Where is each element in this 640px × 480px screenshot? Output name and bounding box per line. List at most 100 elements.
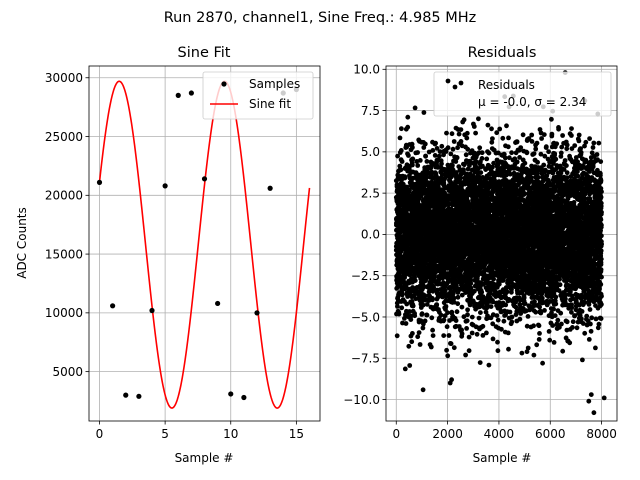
residual-point [429,169,435,175]
residual-point [397,135,403,141]
residual-point [444,347,449,353]
residual-point [505,330,511,336]
residual-point [509,314,515,320]
residual-point [474,331,480,337]
residual-point [412,313,418,319]
residual-point [431,275,437,281]
residual-point [417,158,423,163]
residual-point [424,312,430,318]
residual-point [491,276,496,282]
residual-point [398,167,404,173]
residual-point [458,175,464,181]
residual-point [453,318,459,323]
sample-point [162,183,168,189]
residual-point [448,341,454,347]
residual-point [503,302,509,308]
residual-point [445,310,450,316]
residual-point [464,135,470,141]
sample-point [149,307,155,314]
sample-point [215,300,221,307]
residual-point [445,353,451,359]
residual-point [451,295,457,301]
residual-point [415,334,421,340]
residual-point [484,156,490,162]
residual-point [395,304,400,309]
residual-point [431,285,436,290]
residual-point [490,136,495,142]
residual-point [465,312,470,318]
residual-point [450,163,455,168]
sample-point [228,391,234,397]
residual-point [444,324,450,330]
residual-point [445,145,451,151]
residual-point [446,333,452,338]
residuals-chart: Residuals 0 2000 4000 6000 8000 −10.0−7.5−5.… [343,45,618,465]
sine-fit-line [98,80,311,409]
residual-point [394,333,400,339]
residual-point [434,302,440,307]
residual-point [430,327,435,333]
residual-point [397,163,403,169]
residual-point [509,150,514,156]
residual-point [402,174,408,180]
sine-fit-curve [98,80,311,409]
legend-samples-marker [221,81,227,87]
residual-point [420,302,426,308]
residual-point [504,289,510,295]
residual-point [415,150,420,155]
residual-point [454,155,460,161]
residual-point [442,288,448,293]
residual-point [402,366,408,372]
residual-point [434,146,440,151]
residual-point [403,321,409,326]
residual-point [408,313,414,319]
residual-point [465,307,470,313]
residual-point [455,301,461,307]
residual-point [419,311,425,317]
residual-point [451,345,457,351]
x-tick-label: 5 [161,427,169,441]
residual-point [410,331,415,336]
residual-point [467,302,473,308]
residual-point [441,317,447,323]
residual-point [420,387,426,393]
residual-point [410,303,416,309]
residual-point [404,301,410,307]
residual-point [477,145,483,151]
residual-point [399,305,405,311]
residual-point [469,330,475,336]
residual-point [490,336,496,342]
sine-fit-chart: Sine Fit 0 5 10 15 500010000150002000025000… [15,45,321,465]
residual-point [433,140,438,146]
sample-point [188,90,194,96]
y-tick-label: 25000 [45,130,83,144]
residual-point [480,323,486,329]
residual-point [464,326,469,331]
residual-point [399,159,405,164]
residual-point [451,299,457,305]
residual-point [466,334,472,340]
residual-point [454,170,459,175]
residual-point [417,342,423,347]
residual-point [407,309,412,314]
x-tick-label: 15 [289,427,304,441]
residual-point [490,164,495,170]
residual-point [430,296,435,301]
residual-point [500,135,506,141]
residual-point [430,333,436,338]
residual-point [468,281,474,286]
residual-point [505,144,511,150]
legend-samples-label: Samples [249,77,300,91]
sine-fit-xlabel: Sample # [175,451,234,465]
residual-point [438,312,444,318]
residual-point [459,331,465,337]
residual-point [421,110,427,115]
residual-point [479,156,485,161]
residual-point [488,304,494,309]
residual-point [464,130,470,136]
residual-point [509,319,515,325]
residual-point [461,117,467,123]
residual-point [514,139,520,145]
residual-point [446,201,452,207]
